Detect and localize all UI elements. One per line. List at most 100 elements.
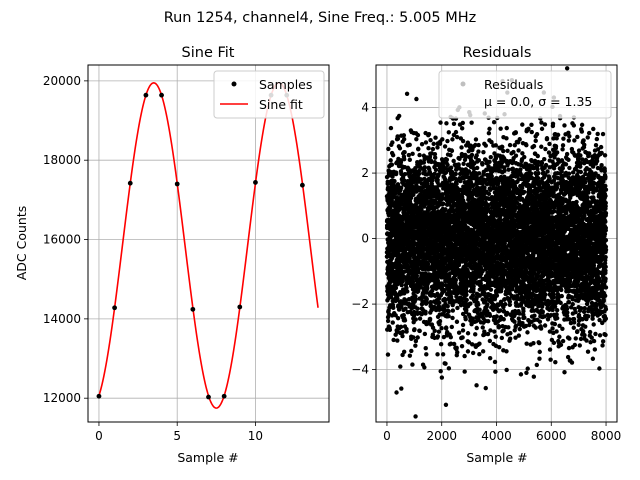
residual-point xyxy=(446,313,451,319)
residual-point xyxy=(396,113,402,119)
residual-point xyxy=(465,349,471,354)
residual-point xyxy=(480,349,486,354)
residual-point xyxy=(483,385,488,391)
residual-point xyxy=(393,285,399,291)
residual-point xyxy=(435,177,440,183)
residual-point xyxy=(395,338,400,343)
residual-point xyxy=(441,201,446,206)
residual-point xyxy=(388,125,394,131)
residual-point xyxy=(423,309,428,314)
residual-point xyxy=(487,126,492,132)
residual-point xyxy=(392,178,397,184)
residual-point xyxy=(502,168,507,173)
residual-point xyxy=(413,414,418,419)
residual-point xyxy=(413,166,418,171)
residual-point xyxy=(460,120,465,126)
residual-point xyxy=(425,286,430,291)
residual-point xyxy=(507,336,513,341)
residual-point xyxy=(463,317,468,322)
residual-point xyxy=(388,294,394,300)
residual-point xyxy=(445,303,450,309)
residual-point xyxy=(474,165,480,171)
residual-point xyxy=(385,352,391,357)
residual-point xyxy=(459,145,464,150)
sine-fit-ylabel: ADC Counts xyxy=(14,206,29,281)
residual-point xyxy=(426,131,432,137)
residual-point xyxy=(459,343,465,349)
residual-point xyxy=(424,297,429,302)
residual-point xyxy=(410,280,416,285)
residuals-ytick-label: 0 xyxy=(361,232,369,246)
residual-point xyxy=(442,144,448,149)
residual-point xyxy=(455,350,460,355)
residual-point xyxy=(470,350,476,356)
residuals-xtick-label: 0 xyxy=(383,429,391,443)
residual-point xyxy=(411,335,416,340)
residual-point xyxy=(411,191,416,197)
residual-point xyxy=(513,153,519,158)
residual-point xyxy=(448,165,454,170)
residual-point xyxy=(488,328,493,333)
residual-point xyxy=(445,138,450,144)
residual-point xyxy=(494,314,499,319)
residual-point xyxy=(435,334,441,339)
residual-point xyxy=(476,149,481,154)
residual-point xyxy=(409,348,414,354)
residual-point xyxy=(399,282,404,288)
residual-point xyxy=(446,309,451,314)
residual-point xyxy=(433,167,439,173)
residual-point xyxy=(440,137,445,142)
residual-point xyxy=(406,152,412,158)
residual-point xyxy=(446,366,452,371)
residual-point xyxy=(487,313,493,318)
residual-point xyxy=(419,142,425,147)
residual-point xyxy=(439,326,444,331)
figure-suptitle: Run 1254, channel4, Sine Freq.: 5.005 MH… xyxy=(164,10,477,26)
sine-fit-xtick-label: 10 xyxy=(248,429,263,443)
residual-point xyxy=(481,149,486,155)
residual-point xyxy=(506,325,511,330)
residual-point xyxy=(403,306,408,311)
residual-point xyxy=(460,138,466,144)
residual-point xyxy=(413,317,418,322)
residual-point xyxy=(389,162,395,167)
sine-fit-line xyxy=(98,82,319,409)
residual-point xyxy=(450,137,455,142)
sine-fit-data xyxy=(96,82,319,409)
residual-point xyxy=(413,343,418,348)
sine-fit-xtick-label: 0 xyxy=(95,429,103,443)
residual-point xyxy=(511,149,516,155)
residual-point xyxy=(482,185,487,190)
residuals-ytick-label: 2 xyxy=(361,166,369,180)
residual-point xyxy=(450,315,455,321)
residual-point xyxy=(454,345,459,351)
residual-point xyxy=(516,333,522,338)
residual-point xyxy=(398,185,404,191)
residual-point xyxy=(445,162,450,168)
residual-point xyxy=(487,338,493,344)
residual-point xyxy=(487,159,492,164)
residual-point xyxy=(432,328,437,334)
residual-point xyxy=(516,148,521,153)
residual-point xyxy=(435,352,440,357)
residuals-xtick-label: 2000 xyxy=(426,429,457,443)
residuals-xtick-label: 4000 xyxy=(481,429,512,443)
residual-point xyxy=(439,375,445,380)
residual-point xyxy=(413,293,418,299)
residual-point xyxy=(473,137,479,142)
residual-point xyxy=(398,364,403,369)
residual-point xyxy=(443,361,448,366)
residual-point xyxy=(476,171,482,176)
residual-point xyxy=(480,325,485,330)
residual-point xyxy=(398,324,404,330)
sample-point xyxy=(159,92,164,98)
residual-point xyxy=(440,352,446,357)
residual-point xyxy=(424,352,429,357)
residual-point xyxy=(496,325,502,330)
residual-point xyxy=(504,367,509,373)
residual-point xyxy=(432,155,438,160)
residual-point xyxy=(426,146,431,151)
residual-point xyxy=(405,289,410,294)
residual-point xyxy=(404,329,409,334)
